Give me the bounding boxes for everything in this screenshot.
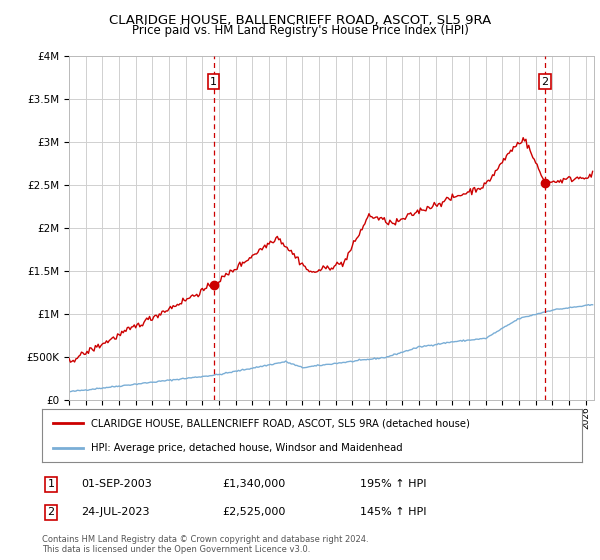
Text: 24-JUL-2023: 24-JUL-2023 — [81, 507, 149, 517]
Text: 1: 1 — [47, 479, 55, 489]
Text: 195% ↑ HPI: 195% ↑ HPI — [360, 479, 427, 489]
Text: 145% ↑ HPI: 145% ↑ HPI — [360, 507, 427, 517]
Text: Price paid vs. HM Land Registry's House Price Index (HPI): Price paid vs. HM Land Registry's House … — [131, 24, 469, 37]
Text: £1,340,000: £1,340,000 — [222, 479, 285, 489]
Text: 1: 1 — [210, 77, 217, 87]
Text: Contains HM Land Registry data © Crown copyright and database right 2024.
This d: Contains HM Land Registry data © Crown c… — [42, 535, 368, 554]
Text: 2: 2 — [47, 507, 55, 517]
Text: 01-SEP-2003: 01-SEP-2003 — [81, 479, 152, 489]
Text: CLARIDGE HOUSE, BALLENCRIEFF ROAD, ASCOT, SL5 9RA: CLARIDGE HOUSE, BALLENCRIEFF ROAD, ASCOT… — [109, 14, 491, 27]
Text: CLARIDGE HOUSE, BALLENCRIEFF ROAD, ASCOT, SL5 9RA (detached house): CLARIDGE HOUSE, BALLENCRIEFF ROAD, ASCOT… — [91, 418, 469, 428]
Text: 2: 2 — [541, 77, 548, 87]
Text: HPI: Average price, detached house, Windsor and Maidenhead: HPI: Average price, detached house, Wind… — [91, 442, 402, 452]
Text: £2,525,000: £2,525,000 — [222, 507, 286, 517]
